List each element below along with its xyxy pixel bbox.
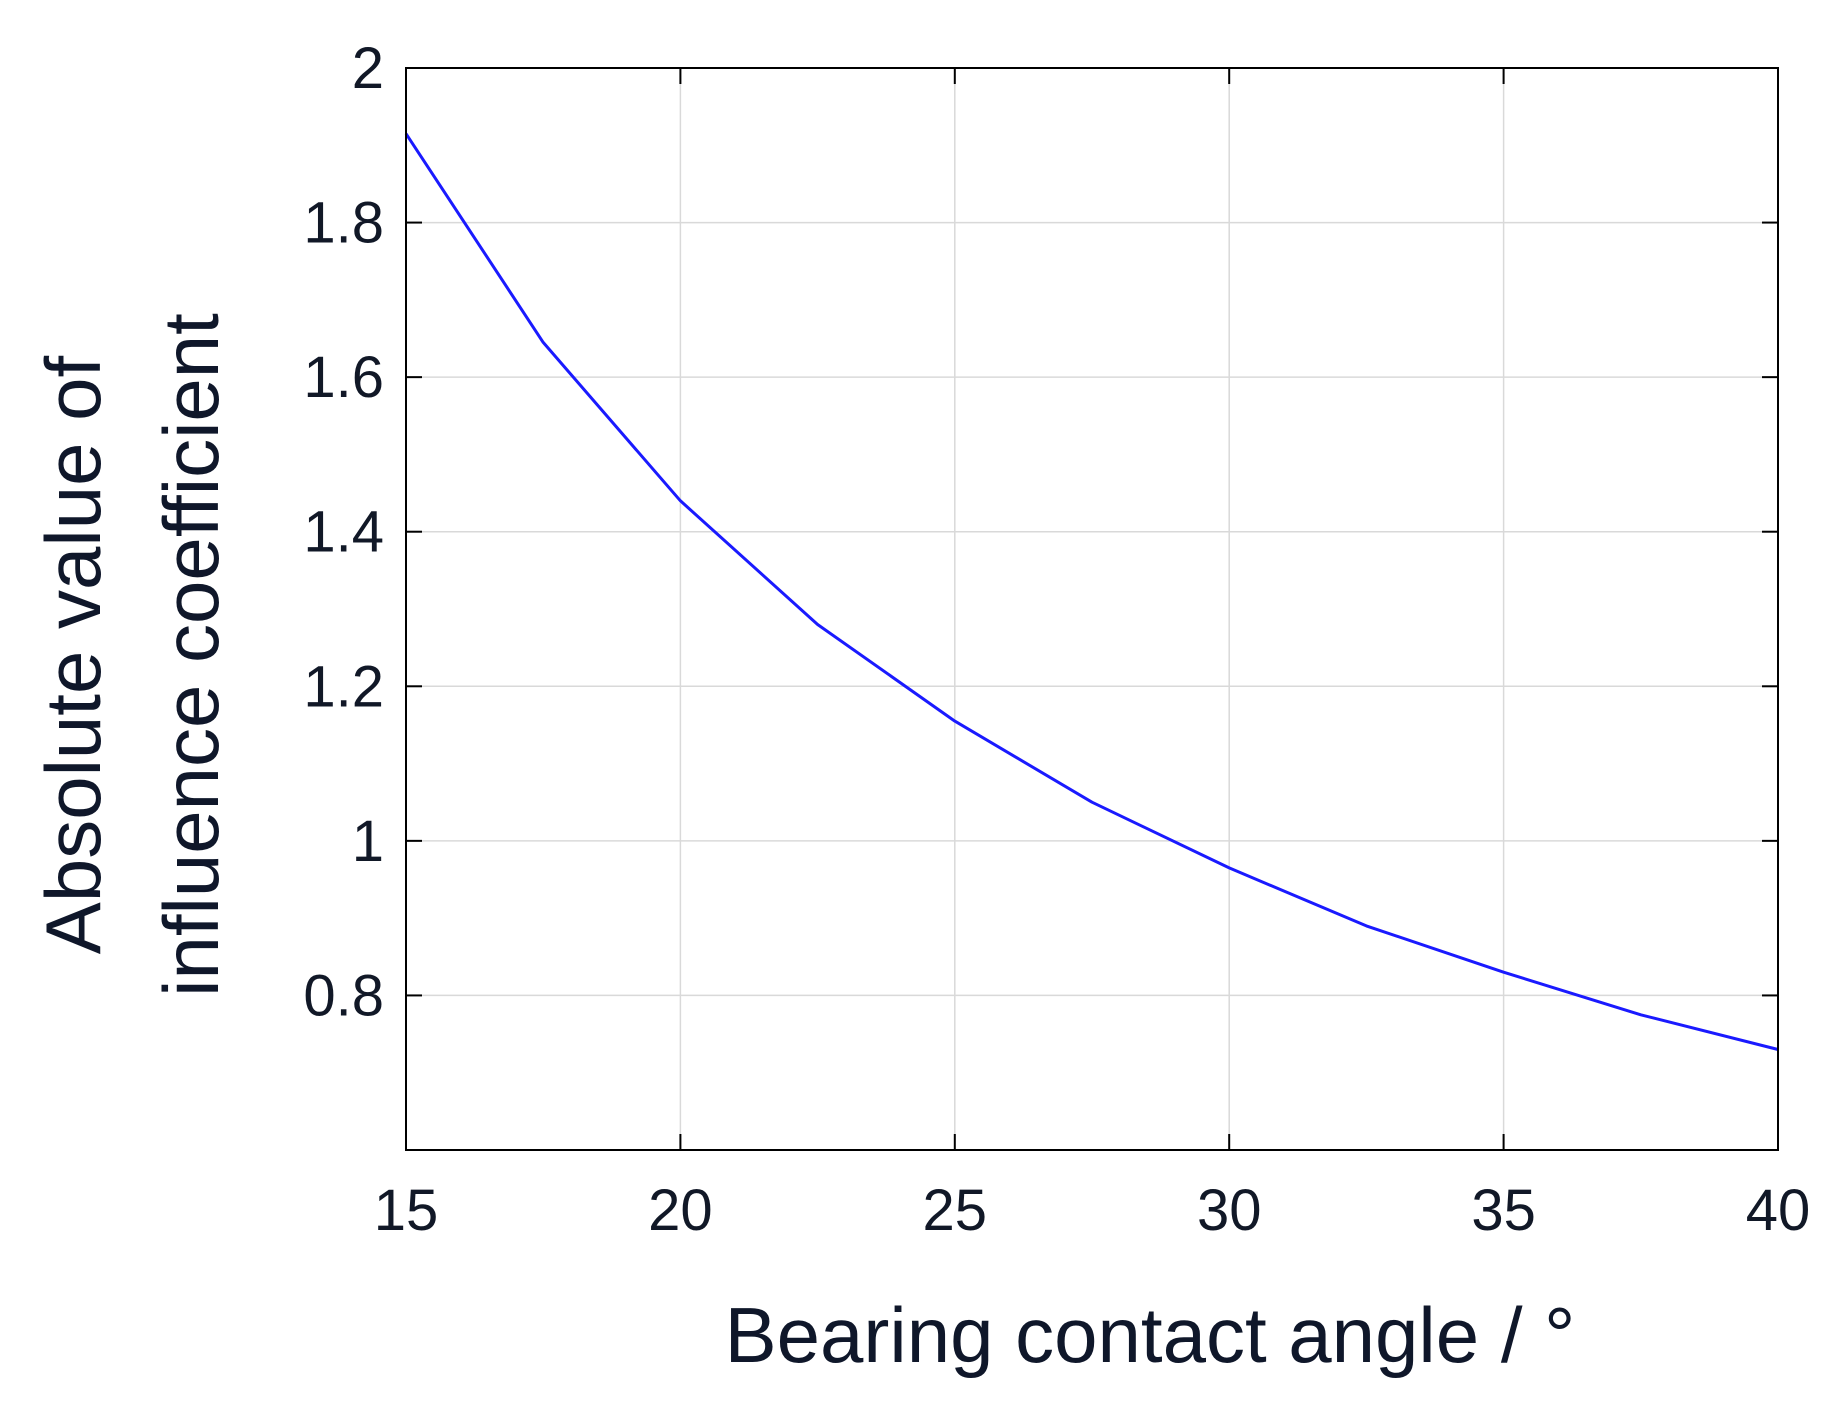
y-tick-label: 1.2 xyxy=(303,654,384,719)
y-axis-label-line-1: Absolute value of xyxy=(29,355,117,954)
x-tick-label: 25 xyxy=(923,1178,988,1243)
x-tick-label: 20 xyxy=(648,1178,713,1243)
x-tick-label: 35 xyxy=(1471,1178,1536,1243)
y-tick-label: 2 xyxy=(352,36,384,101)
y-axis-label-line-2: influence coefficient xyxy=(147,313,235,997)
y-axis-label: Absolute value of influence coefficient xyxy=(29,313,235,997)
y-tick-labels: 0.8 1 1.2 1.4 1.6 1.8 2 xyxy=(303,36,384,1028)
grid xyxy=(405,67,1779,1150)
x-tick-labels: 15 20 25 30 35 40 xyxy=(374,1178,1811,1243)
plot-frame xyxy=(405,67,1779,1151)
y-tick-label: 1.6 xyxy=(303,345,384,410)
y-tick-label: 1.4 xyxy=(303,500,384,565)
ticks xyxy=(405,67,1779,1150)
y-tick-label: 1.8 xyxy=(303,191,384,256)
series-layer xyxy=(404,132,1779,1051)
x-axis-label: Bearing contact angle / ° xyxy=(725,1291,1576,1379)
x-tick-label: 30 xyxy=(1197,1178,1262,1243)
y-tick-label: 0.8 xyxy=(303,963,384,1028)
x-tick-label: 40 xyxy=(1746,1178,1811,1243)
y-tick-label: 1 xyxy=(352,809,384,874)
x-tick-label: 15 xyxy=(374,1178,439,1243)
series-line xyxy=(404,132,1779,1051)
